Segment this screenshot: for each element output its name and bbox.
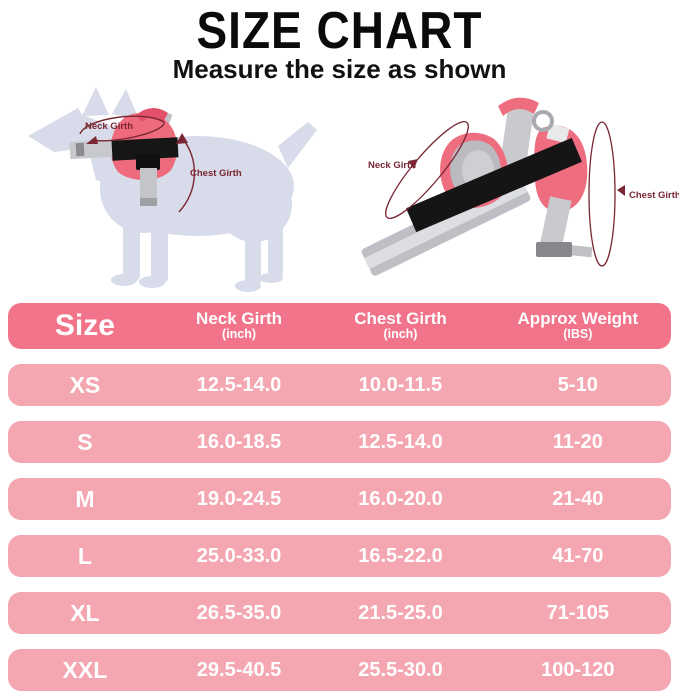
page-title: SIZE CHART [196, 1, 483, 60]
weight-cell: 21-40 [552, 487, 604, 510]
arrowhead-icon [86, 136, 98, 144]
neck-girth-cell: 19.0-24.5 [196, 487, 282, 510]
column-header-size: Size [8, 311, 162, 341]
weight-cell: 100-120 [541, 658, 615, 681]
harness-chest-girth-annotation: Chest Girth [588, 121, 679, 267]
chest-girth-cell: 25.5-30.0 [358, 658, 443, 681]
table-row: S 16.0-18.5 12.5-14.0 11-20 [8, 421, 671, 463]
size-cell: S [77, 428, 93, 455]
size-cell: XXL [62, 656, 108, 683]
chest-girth-cell: 12.5-14.0 [358, 430, 443, 453]
size-table: Size Neck Girth (inch) Chest Girth (inch… [8, 303, 671, 699]
table-header-row: Size Neck Girth (inch) Chest Girth (inch… [8, 303, 671, 349]
page-subtitle: Measure the size as shown [172, 54, 507, 84]
d-ring-icon [532, 110, 554, 132]
column-header-label: Chest Girth [354, 308, 447, 328]
column-header-unit: (inch) [383, 327, 418, 342]
table-row: M 19.0-24.5 16.0-20.0 21-40 [8, 478, 671, 520]
size-cell: XS [69, 371, 101, 398]
chest-girth-cell: 16.5-22.0 [358, 544, 443, 567]
size-cell: L [77, 542, 92, 569]
arrowhead-icon [617, 185, 625, 196]
harness-product-image [361, 97, 593, 276]
size-cell: M [75, 485, 95, 512]
arrowhead-icon [408, 159, 418, 169]
column-header-approx-weight: Approx Weight (IBS) [485, 308, 671, 342]
column-header-unit: (IBS) [563, 327, 593, 342]
weight-cell: 71-105 [546, 601, 609, 624]
column-header-label: Size [54, 309, 115, 342]
dog-chest-girth-annotation: Chest Girth [176, 133, 242, 213]
weight-cell: 41-70 [552, 544, 604, 567]
dog-silhouette-image [28, 87, 317, 292]
column-header-label: Approx Weight [517, 308, 639, 328]
harness-measurement-diagram: Neck Girth Chest Girth [361, 97, 679, 276]
chest-girth-cell: 16.0-20.0 [358, 487, 443, 510]
table-row: L 25.0-33.0 16.5-22.0 41-70 [8, 535, 671, 577]
neck-girth-cell: 25.0-33.0 [196, 544, 282, 567]
column-header-label: Neck Girth [196, 308, 283, 328]
harness-neck-girth-label: Neck Girth [368, 160, 416, 171]
dog-measurement-diagram: Neck Girth Chest Girth [28, 87, 317, 292]
arrowhead-icon [176, 133, 188, 144]
table-row: XXL 29.5-40.5 25.5-30.0 100-120 [8, 649, 671, 691]
harness-neck-girth-annotation: Neck Girth [368, 121, 469, 219]
dog-neck-girth-annotation: Neck Girth [79, 115, 165, 144]
chest-girth-cell: 21.5-25.0 [358, 601, 443, 624]
column-header-unit: (inch) [222, 327, 257, 342]
column-header-neck-girth: Neck Girth (inch) [162, 308, 316, 342]
neck-girth-cell: 29.5-40.5 [196, 658, 282, 681]
neck-girth-cell: 16.0-18.5 [196, 430, 282, 453]
dog-chest-girth-label: Chest Girth [190, 168, 242, 179]
dog-neck-girth-label: Neck Girth [85, 121, 133, 132]
harness-chest-girth-label: Chest Girth [629, 190, 679, 201]
neck-girth-cell: 26.5-35.0 [196, 601, 282, 624]
weight-cell: 5-10 [557, 373, 598, 396]
table-row: XS 12.5-14.0 10.0-11.5 5-10 [8, 364, 671, 406]
neck-girth-cell: 12.5-14.0 [196, 373, 282, 396]
weight-cell: 11-20 [552, 430, 603, 453]
column-header-chest-girth: Chest Girth (inch) [316, 308, 484, 342]
harness-on-dog-image [69, 107, 179, 206]
chest-girth-cell: 10.0-11.5 [358, 373, 443, 396]
table-row: XL 26.5-35.0 21.5-25.0 71-105 [8, 592, 671, 634]
size-cell: XL [70, 599, 100, 626]
